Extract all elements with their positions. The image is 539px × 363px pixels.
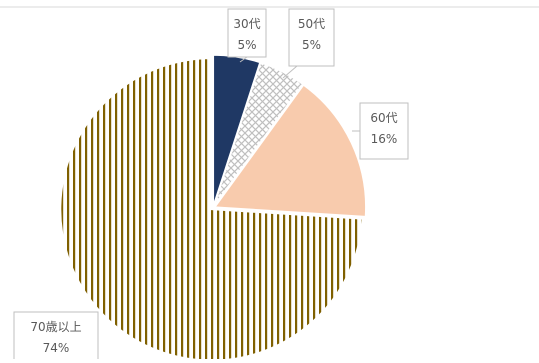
data-label-category-2: 60代 (370, 111, 397, 125)
pie-slice-3 (59, 57, 364, 362)
data-label-percent-3: 74% (43, 341, 70, 355)
pie-slice-2 (213, 83, 367, 218)
data-label-2: 60代 16% (352, 102, 409, 160)
data-label-box-2 (359, 102, 409, 160)
data-label-leader-0 (239, 56, 248, 63)
pie-slice-1 (213, 61, 304, 207)
data-label-category-3: 70歳以上 (30, 320, 81, 334)
data-label-box-3 (13, 311, 99, 363)
labels-layer: 30代 5% 50代 5% 60代 16% 70歳以上 74% (13, 8, 409, 363)
data-label-1: 50代 5% (282, 8, 335, 79)
data-label-leader-1 (282, 65, 298, 79)
data-label-percent-1: 5% (302, 38, 321, 52)
data-label-category-1: 50代 (298, 17, 325, 31)
data-label-box-1 (288, 8, 335, 67)
data-label-box-0 (227, 8, 267, 58)
data-label-3: 70歳以上 74% (13, 311, 99, 363)
data-label-0: 30代 5% (227, 8, 267, 63)
data-label-percent-2: 16% (371, 132, 398, 146)
data-label-category-0: 30代 (233, 17, 260, 31)
slices-layer (59, 54, 367, 362)
data-label-percent-0: 5% (237, 38, 256, 52)
